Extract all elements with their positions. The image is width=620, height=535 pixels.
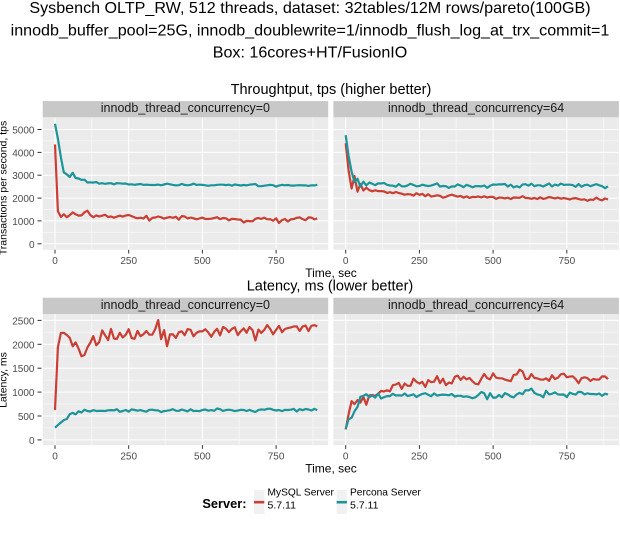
svg-text:Server:: Server: [202, 496, 246, 511]
svg-text:MySQL Server: MySQL Server [268, 488, 335, 499]
svg-text:250: 250 [411, 256, 428, 267]
svg-text:Sysbench OLTP_RW, 512 threads,: Sysbench OLTP_RW, 512 threads, dataset: … [29, 0, 590, 17]
svg-text:0: 0 [52, 451, 58, 462]
svg-text:Latency, ms: Latency, ms [0, 352, 10, 408]
svg-text:750: 750 [268, 451, 285, 462]
svg-text:1500: 1500 [12, 364, 35, 375]
svg-text:0: 0 [29, 240, 35, 251]
svg-text:250: 250 [120, 256, 137, 267]
svg-text:5.7.11: 5.7.11 [350, 500, 379, 512]
svg-text:3000: 3000 [12, 171, 35, 182]
svg-text:0: 0 [343, 256, 349, 267]
svg-text:0: 0 [29, 436, 35, 447]
svg-text:0: 0 [343, 451, 349, 462]
svg-text:750: 750 [558, 256, 575, 267]
svg-text:Throughtput, tps (higher bette: Throughtput, tps (higher better) [231, 82, 432, 98]
svg-text:250: 250 [411, 451, 428, 462]
svg-text:500: 500 [485, 256, 502, 267]
svg-text:1000: 1000 [12, 388, 35, 399]
svg-text:500: 500 [18, 412, 35, 423]
svg-text:innodb_thread_concurrency=64: innodb_thread_concurrency=64 [388, 298, 564, 312]
svg-text:1000: 1000 [12, 217, 35, 228]
svg-text:500: 500 [485, 451, 502, 462]
svg-text:Latency, ms (lower better): Latency, ms (lower better) [247, 278, 414, 294]
svg-text:innodb_thread_concurrency=0: innodb_thread_concurrency=0 [101, 101, 270, 115]
svg-text:5.7.11: 5.7.11 [268, 500, 297, 512]
svg-text:Time, sec: Time, sec [305, 461, 357, 475]
svg-text:Percona Server: Percona Server [350, 488, 421, 499]
svg-text:500: 500 [194, 451, 211, 462]
svg-text:0: 0 [52, 256, 58, 267]
svg-text:Transactions per second, tps: Transactions per second, tps [0, 121, 10, 255]
svg-text:2000: 2000 [12, 340, 35, 351]
svg-text:Box: 16cores+HT/FusionIO: Box: 16cores+HT/FusionIO [213, 44, 408, 62]
svg-text:2000: 2000 [12, 194, 35, 205]
svg-text:4000: 4000 [12, 148, 35, 159]
svg-text:innodb_buffer_pool=25G, innodb: innodb_buffer_pool=25G, innodb_doublewri… [11, 21, 610, 39]
svg-text:Time, sec: Time, sec [305, 266, 357, 280]
svg-text:500: 500 [194, 256, 211, 267]
svg-text:5000: 5000 [12, 126, 35, 137]
svg-text:2500: 2500 [12, 316, 35, 327]
svg-text:750: 750 [268, 256, 285, 267]
svg-text:250: 250 [120, 451, 137, 462]
svg-text:innodb_thread_concurrency=0: innodb_thread_concurrency=0 [101, 298, 270, 312]
svg-text:750: 750 [558, 451, 575, 462]
svg-text:innodb_thread_concurrency=64: innodb_thread_concurrency=64 [388, 101, 564, 115]
